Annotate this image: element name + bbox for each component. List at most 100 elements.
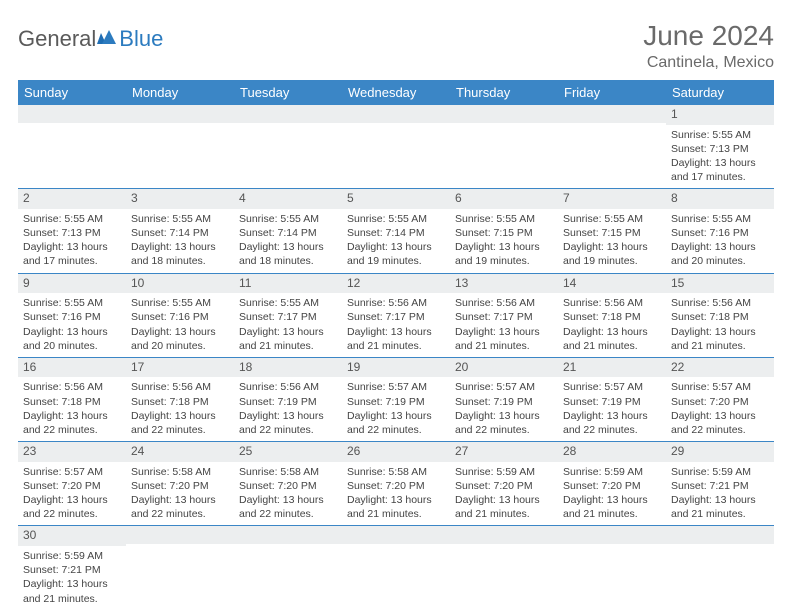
day-number: [234, 526, 342, 544]
calendar-cell: 18Sunrise: 5:56 AMSunset: 7:19 PMDayligh…: [234, 357, 342, 441]
day-number: [450, 526, 558, 544]
day-number: [558, 105, 666, 123]
sunrise-text: Sunrise: 5:59 AM: [455, 465, 553, 479]
sunrise-text: Sunrise: 5:55 AM: [671, 128, 769, 142]
sunrise-text: Sunrise: 5:55 AM: [455, 212, 553, 226]
calendar-cell: 15Sunrise: 5:56 AMSunset: 7:18 PMDayligh…: [666, 273, 774, 357]
calendar-cell: 16Sunrise: 5:56 AMSunset: 7:18 PMDayligh…: [18, 357, 126, 441]
calendar-cell: [126, 526, 234, 610]
calendar-row: 9Sunrise: 5:55 AMSunset: 7:16 PMDaylight…: [18, 273, 774, 357]
day-number: 24: [126, 442, 234, 462]
day-number: 19: [342, 358, 450, 378]
day-number: [234, 105, 342, 123]
day-details: Sunrise: 5:56 AMSunset: 7:17 PMDaylight:…: [342, 293, 450, 357]
day-number: 7: [558, 189, 666, 209]
day-details: Sunrise: 5:55 AMSunset: 7:14 PMDaylight:…: [234, 209, 342, 273]
day-details: Sunrise: 5:55 AMSunset: 7:15 PMDaylight:…: [558, 209, 666, 273]
daylight-text: Daylight: 13 hours and 17 minutes.: [23, 240, 121, 268]
logo-text-general: General: [18, 26, 96, 52]
day-number: 25: [234, 442, 342, 462]
calendar-cell: 21Sunrise: 5:57 AMSunset: 7:19 PMDayligh…: [558, 357, 666, 441]
day-number: [666, 526, 774, 544]
day-number: 3: [126, 189, 234, 209]
day-details: Sunrise: 5:59 AMSunset: 7:20 PMDaylight:…: [450, 462, 558, 526]
calendar-cell: 2 Sunrise: 5:55 AMSunset: 7:13 PMDaylight…: [18, 189, 126, 273]
sunrise-text: Sunrise: 5:55 AM: [347, 212, 445, 226]
calendar-cell: 7Sunrise: 5:55 AMSunset: 7:15 PMDaylight…: [558, 189, 666, 273]
daylight-text: Daylight: 13 hours and 21 minutes.: [239, 325, 337, 353]
day-details: Sunrise: 5:55 AMSunset: 7:16 PMDaylight:…: [126, 293, 234, 357]
sunset-text: Sunset: 7:20 PM: [347, 479, 445, 493]
sunrise-text: Sunrise: 5:59 AM: [563, 465, 661, 479]
day-details: Sunrise: 5:59 AMSunset: 7:21 PMDaylight:…: [666, 462, 774, 526]
calendar-cell: [18, 105, 126, 189]
weekday-header: Wednesday: [342, 80, 450, 105]
month-title: June 2024: [643, 20, 774, 52]
sunrise-text: Sunrise: 5:55 AM: [131, 296, 229, 310]
sunset-text: Sunset: 7:14 PM: [239, 226, 337, 240]
sunset-text: Sunset: 7:18 PM: [131, 395, 229, 409]
calendar-cell: [342, 526, 450, 610]
calendar-row: 1Sunrise: 5:55 AMSunset: 7:13 PMDaylight…: [18, 105, 774, 189]
day-details: Sunrise: 5:55 AMSunset: 7:14 PMDaylight:…: [342, 209, 450, 273]
calendar-cell: [234, 105, 342, 189]
sunrise-text: Sunrise: 5:55 AM: [23, 212, 121, 226]
sunset-text: Sunset: 7:13 PM: [23, 226, 121, 240]
sunset-text: Sunset: 7:13 PM: [671, 142, 769, 156]
day-details: Sunrise: 5:56 AMSunset: 7:18 PMDaylight:…: [558, 293, 666, 357]
sunset-text: Sunset: 7:16 PM: [671, 226, 769, 240]
sunrise-text: Sunrise: 5:56 AM: [563, 296, 661, 310]
day-number: 2: [18, 189, 126, 209]
weekday-header: Friday: [558, 80, 666, 105]
day-number: [558, 526, 666, 544]
daylight-text: Daylight: 13 hours and 20 minutes.: [131, 325, 229, 353]
sunrise-text: Sunrise: 5:55 AM: [239, 296, 337, 310]
daylight-text: Daylight: 13 hours and 19 minutes.: [563, 240, 661, 268]
calendar-cell: 25Sunrise: 5:58 AMSunset: 7:20 PMDayligh…: [234, 442, 342, 526]
weekday-header: Monday: [126, 80, 234, 105]
sunrise-text: Sunrise: 5:59 AM: [671, 465, 769, 479]
sunrise-text: Sunrise: 5:57 AM: [23, 465, 121, 479]
daylight-text: Daylight: 13 hours and 22 minutes.: [239, 409, 337, 437]
daylight-text: Daylight: 13 hours and 22 minutes.: [239, 493, 337, 521]
calendar-cell: 11Sunrise: 5:55 AMSunset: 7:17 PMDayligh…: [234, 273, 342, 357]
daylight-text: Daylight: 13 hours and 21 minutes.: [455, 493, 553, 521]
calendar-body: 1Sunrise: 5:55 AMSunset: 7:13 PMDaylight…: [18, 105, 774, 610]
calendar-cell: 8Sunrise: 5:55 AMSunset: 7:16 PMDaylight…: [666, 189, 774, 273]
location: Cantinela, Mexico: [643, 54, 774, 72]
calendar-cell: [666, 526, 774, 610]
day-details: Sunrise: 5:57 AMSunset: 7:19 PMDaylight:…: [450, 377, 558, 441]
calendar-cell: [558, 105, 666, 189]
day-number: [126, 526, 234, 544]
day-number: [342, 105, 450, 123]
daylight-text: Daylight: 13 hours and 19 minutes.: [455, 240, 553, 268]
sunset-text: Sunset: 7:20 PM: [563, 479, 661, 493]
daylight-text: Daylight: 13 hours and 20 minutes.: [671, 240, 769, 268]
day-number: 29: [666, 442, 774, 462]
calendar-cell: [126, 105, 234, 189]
day-number: [342, 526, 450, 544]
calendar-cell: 1Sunrise: 5:55 AMSunset: 7:13 PMDaylight…: [666, 105, 774, 189]
daylight-text: Daylight: 13 hours and 22 minutes.: [563, 409, 661, 437]
day-details: Sunrise: 5:58 AMSunset: 7:20 PMDaylight:…: [126, 462, 234, 526]
calendar-cell: 23Sunrise: 5:57 AMSunset: 7:20 PMDayligh…: [18, 442, 126, 526]
day-details: Sunrise: 5:57 AMSunset: 7:20 PMDaylight:…: [18, 462, 126, 526]
sunset-text: Sunset: 7:19 PM: [239, 395, 337, 409]
logo-text-blue: Blue: [119, 26, 163, 52]
day-number: 23: [18, 442, 126, 462]
day-number: 12: [342, 274, 450, 294]
sunrise-text: Sunrise: 5:55 AM: [563, 212, 661, 226]
day-number: 21: [558, 358, 666, 378]
logo-flag-icon: [97, 30, 117, 48]
day-number: 8: [666, 189, 774, 209]
day-number: [450, 105, 558, 123]
day-number: 13: [450, 274, 558, 294]
sunset-text: Sunset: 7:16 PM: [23, 310, 121, 324]
sunrise-text: Sunrise: 5:59 AM: [23, 549, 121, 563]
sunrise-text: Sunrise: 5:56 AM: [671, 296, 769, 310]
day-details: Sunrise: 5:56 AMSunset: 7:18 PMDaylight:…: [126, 377, 234, 441]
sunrise-text: Sunrise: 5:55 AM: [239, 212, 337, 226]
calendar-cell: [450, 526, 558, 610]
weekday-header: Tuesday: [234, 80, 342, 105]
daylight-text: Daylight: 13 hours and 22 minutes.: [131, 409, 229, 437]
